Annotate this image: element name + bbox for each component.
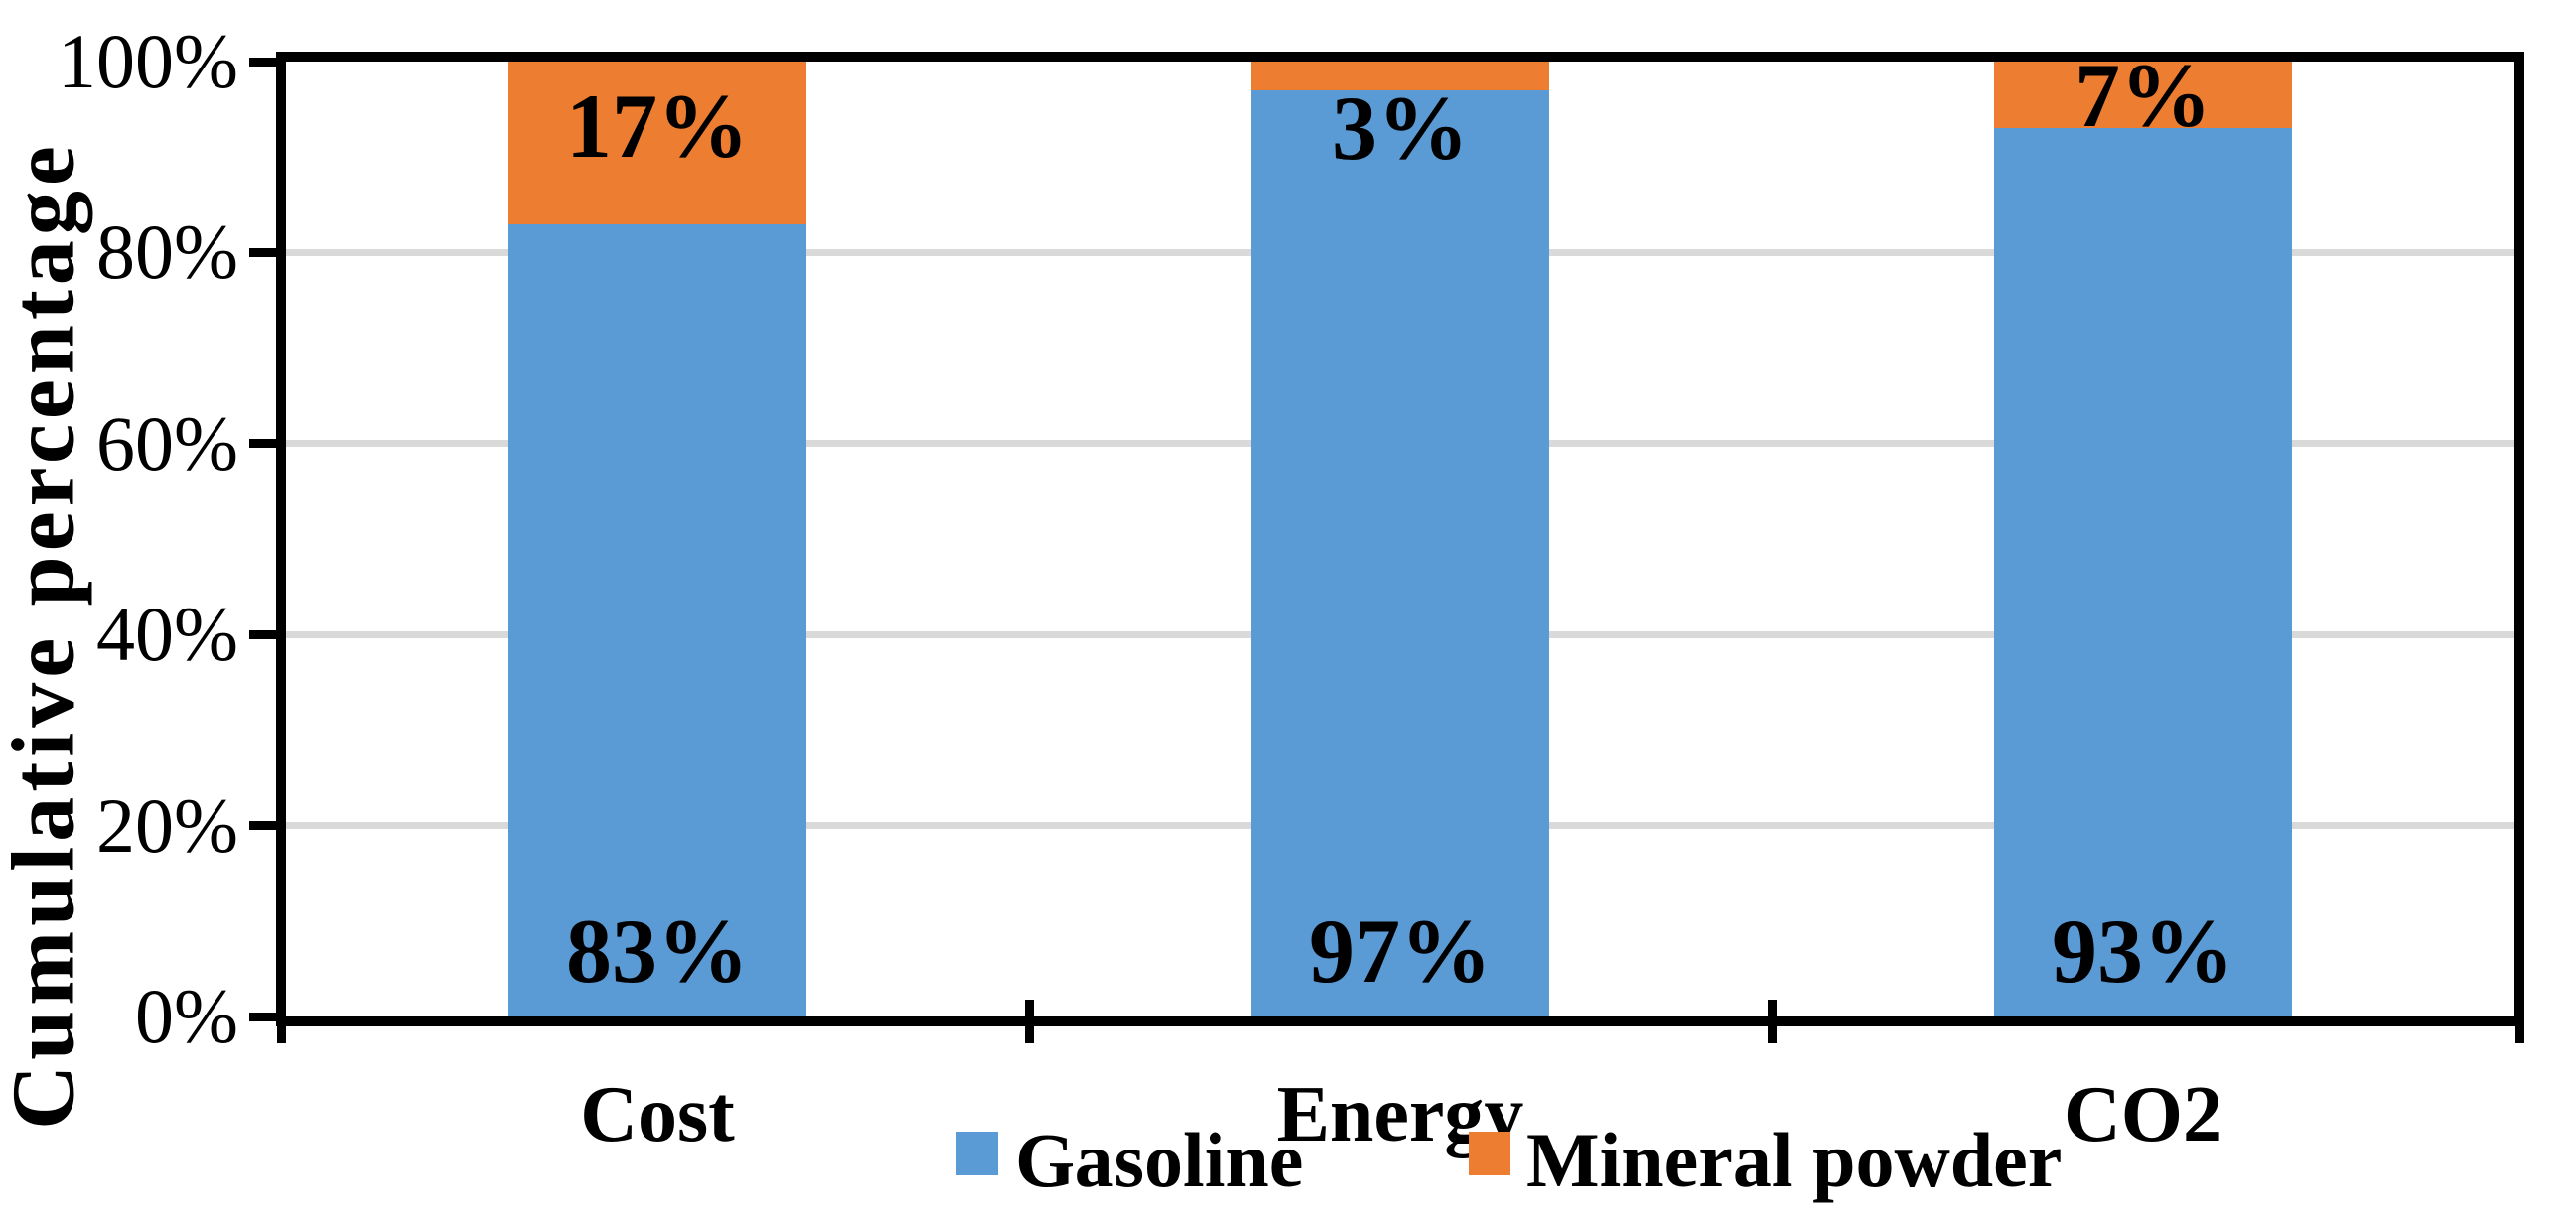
bar-co2 bbox=[1994, 62, 2292, 1016]
category-label-energy: Energy bbox=[1276, 1071, 1524, 1158]
plot-area bbox=[276, 52, 2524, 1026]
y-axis-title: Cumulative percentage bbox=[0, 141, 93, 1130]
bar-energy bbox=[1251, 62, 1549, 1016]
category-label-cost: Cost bbox=[580, 1071, 735, 1158]
bar-segment-mineral-powder bbox=[508, 62, 806, 224]
y-tick-label: 100% bbox=[58, 18, 238, 104]
bar-segment-mineral-powder bbox=[1994, 62, 2292, 129]
legend-label-gasoline: Gasoline bbox=[1015, 1117, 1304, 1203]
legend-swatch-mineral-powder bbox=[1469, 1132, 1510, 1175]
category-label-co2: CO2 bbox=[2064, 1071, 2222, 1158]
legend-label-mineral-powder: Mineral powder bbox=[1526, 1117, 2063, 1203]
bar-segment-gasoline bbox=[1251, 89, 1549, 1016]
bar-cost bbox=[508, 62, 806, 1016]
bar-segment-mineral-powder bbox=[1251, 62, 1549, 90]
bar-segment-gasoline bbox=[508, 223, 806, 1016]
bar-segment-gasoline bbox=[1994, 128, 2292, 1016]
legend-swatch-gasoline bbox=[956, 1132, 998, 1175]
